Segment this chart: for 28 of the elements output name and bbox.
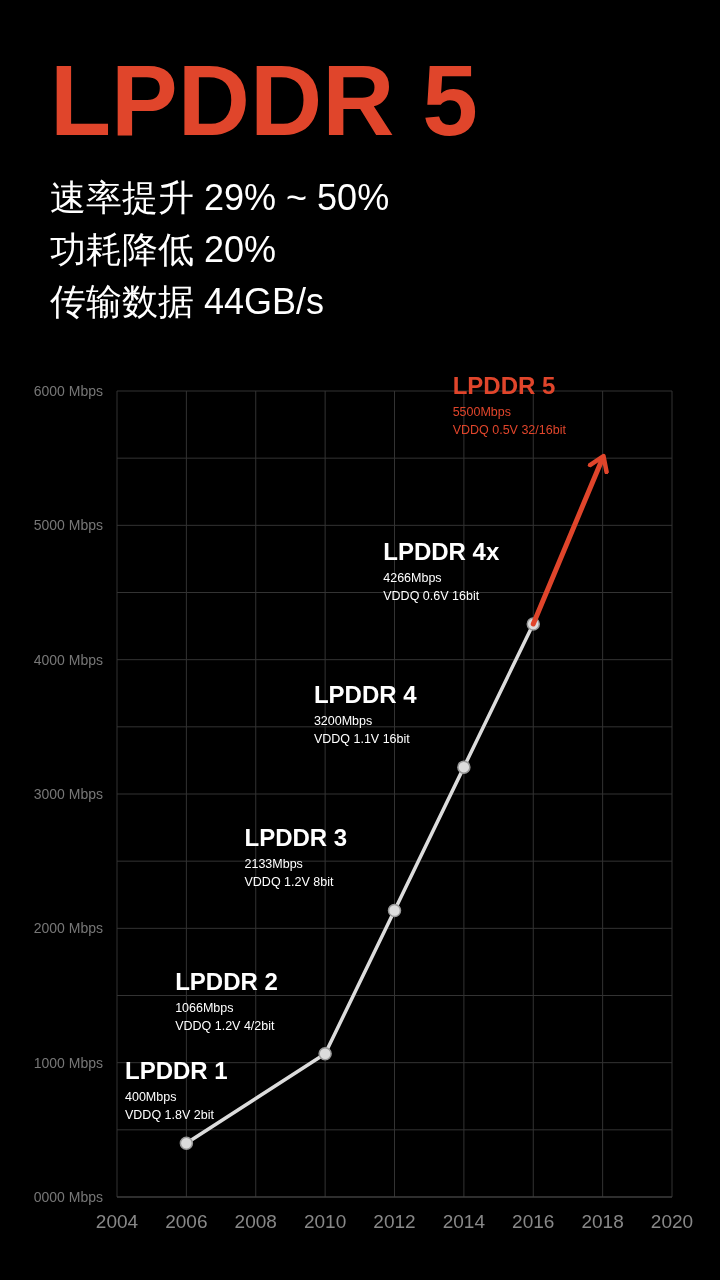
y-tick-label: 3000 Mbps [33, 786, 103, 802]
chart-title: LPDDR 5 [50, 44, 478, 156]
x-tick-label: 2010 [303, 1211, 347, 1232]
x-tick-label: 2020 [650, 1211, 694, 1232]
x-tick-label: 2004 [95, 1211, 139, 1232]
annotation: LPDDR 5 5500Mbps VDDQ 0.5V 32/16bit [452, 372, 567, 438]
x-tick-label: 2006 [165, 1211, 208, 1232]
chart-subtitle: 速率提升 29% ~ 50% 功耗降低 20% 传输数据 44GB/s [50, 177, 390, 322]
point [457, 760, 471, 774]
y-tick-label: 0000 Mbps [33, 1189, 103, 1205]
point [179, 1136, 194, 1151]
y-tick-label: 5000 Mbps [33, 517, 103, 534]
annotation: LPDDR 2 1066Mbps VDDQ 1.2V 4/2bit [175, 967, 278, 1033]
annotation: LPDDR 1 400Mbps VDDQ 1.8V 2bit [125, 1057, 228, 1123]
x-tick-label: 2016 [512, 1211, 555, 1232]
x-tick-label: 2012 [373, 1211, 416, 1232]
annotation: LPDDR 4 3200Mbps VDDQ 1.1V 16bit [313, 681, 418, 747]
y-tick-label: 6000 Mbps [33, 383, 103, 399]
annotation: LPDDR 3 2133Mbps VDDQ 1.2V 8bit [244, 824, 348, 890]
point [387, 903, 402, 918]
x-tick-label: 2014 [442, 1211, 486, 1232]
x-tick-label: 2008 [234, 1211, 277, 1232]
point [318, 1047, 332, 1061]
y-tick-label: 2000 Mbps [33, 920, 103, 937]
y-tick-label: 4000 Mbps [33, 651, 103, 668]
y-tick-label: 1000 Mbps [33, 1054, 103, 1071]
annotation: LPDDR 4x 4266Mbps VDDQ 0.6V 16bit [383, 537, 500, 603]
x-tick-label: 2018 [581, 1211, 624, 1232]
